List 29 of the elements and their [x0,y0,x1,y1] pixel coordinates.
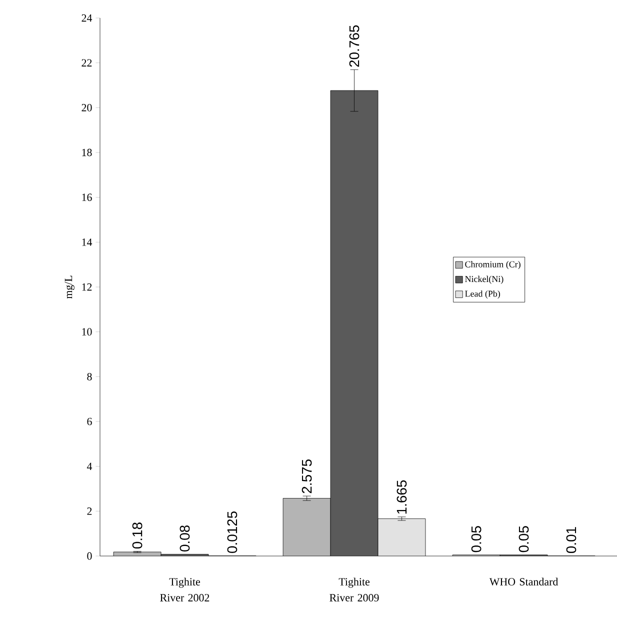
legend-label: Chromium (Cr) [465,261,520,270]
y-tick-label: 12 [82,283,92,291]
data-label: 0.05 [471,526,482,552]
y-tick-label: 14 [82,238,92,246]
y-tick-label: 2 [87,508,92,515]
data-label: 20.765 [349,25,360,67]
y-tick-label: 4 [86,462,92,470]
legend-label: Lead (Pb) [465,290,500,299]
data-label: 0.18 [132,522,142,549]
y-tick-label: 16 [82,194,92,202]
x-tick-label: WHO Standard [489,578,558,586]
y-tick-label: 8 [87,372,92,380]
data-label: 1.665 [396,480,407,514]
y-tick-label: 20 [82,104,92,112]
y-axis-title: mg/L [64,276,74,299]
data-label: 2.575 [302,460,312,494]
x-tick-label: Tighite River 2002 [160,578,210,602]
data-label: 0.08 [180,525,190,552]
y-tick-label: 22 [82,59,92,66]
x-tick-label: Tighite River 2009 [330,578,379,602]
y-tick-label: 10 [82,328,92,336]
data-label: 0.05 [518,526,529,552]
y-tick-label: 6 [87,418,92,426]
y-tick-label: 0 [87,552,92,560]
y-tick-label: 24 [82,14,92,22]
legend-label: Nickel(Ni) [465,276,504,284]
data-label: 0.01 [566,527,576,554]
data-label: 0.0125 [227,511,238,553]
y-tick-label: 18 [82,148,92,156]
